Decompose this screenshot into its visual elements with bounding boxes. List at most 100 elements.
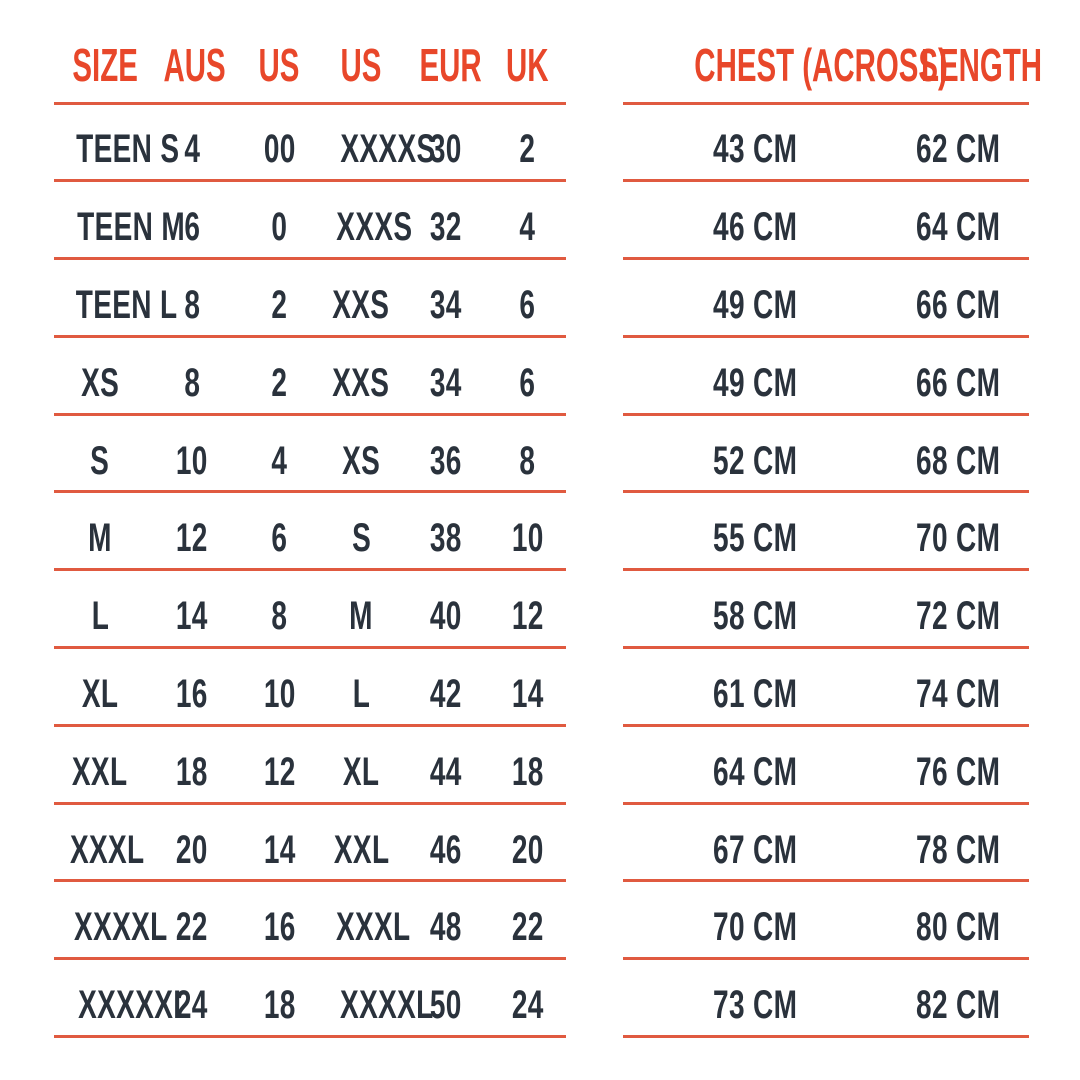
cell-text: 2 <box>519 127 536 172</box>
cell-us-numeric: 4 <box>238 414 321 494</box>
table-row: XXL 18 12 XL 44 18 <box>54 725 566 805</box>
cell-us-alpha: L <box>320 647 403 727</box>
cell-us-numeric: 6 <box>238 491 321 572</box>
cell-us-numeric: 00 <box>238 103 321 183</box>
cell-text: 72 CM <box>915 594 1001 639</box>
cell-text: XXXXL <box>74 905 168 950</box>
cell-size: XXXL <box>54 803 147 883</box>
cell-chest: 46 CM <box>623 180 887 261</box>
cell-eur: 36 <box>402 414 490 494</box>
cell-size: XS <box>54 336 147 416</box>
cell-text: 46 <box>429 827 462 872</box>
cell-text: XXS <box>332 360 390 405</box>
header-text: SIZE <box>72 38 138 91</box>
cell-text: 52 CM <box>712 438 798 483</box>
cell-text: 70 CM <box>712 905 798 950</box>
cell-aus: 10 <box>146 414 239 494</box>
cell-text: 64 CM <box>712 749 798 794</box>
measure-table-body: 43 CM 62 CM 46 CM 64 CM 49 CM 66 CM 49 C… <box>623 103 1029 1039</box>
cell-us-alpha: XXXL <box>320 880 410 961</box>
cell-text: 22 <box>176 905 209 950</box>
header-text: LENGTH <box>920 38 1042 91</box>
col-header-length: LENGTH <box>886 0 1042 105</box>
table-row: 64 CM 76 CM <box>623 725 1029 805</box>
cell-text: 43 CM <box>712 127 798 172</box>
header-text: CHEST (ACROSS) <box>694 38 948 91</box>
cell-size: TEEN S <box>54 103 179 183</box>
cell-uk: 10 <box>489 491 566 572</box>
cell-eur: 46 <box>402 803 490 883</box>
cell-text: 62 CM <box>915 127 1001 172</box>
cell-text: 55 CM <box>712 516 798 561</box>
cell-chest: 58 CM <box>623 569 887 650</box>
cell-us-numeric: 10 <box>238 647 321 727</box>
cell-chest: 49 CM <box>623 336 887 416</box>
cell-uk: 24 <box>489 958 566 1039</box>
cell-us-alpha: XXXS <box>320 180 412 261</box>
cell-eur: 50 <box>402 958 490 1039</box>
cell-text: 50 <box>429 983 462 1028</box>
cell-text: 10 <box>511 516 544 561</box>
cell-us-alpha: XXS <box>320 258 403 338</box>
cell-text: 46 CM <box>712 205 798 250</box>
cell-uk: 12 <box>489 569 566 650</box>
cell-aus: 24 <box>146 958 239 1039</box>
cell-us-numeric: 2 <box>238 336 321 416</box>
cell-uk: 14 <box>489 647 566 727</box>
cell-text: 6 <box>519 360 536 405</box>
cell-text: 44 <box>429 749 462 794</box>
cell-text: XL <box>342 749 380 794</box>
cell-chest: 64 CM <box>623 725 887 805</box>
cell-text: 24 <box>176 983 209 1028</box>
cell-text: 66 CM <box>915 282 1001 327</box>
cell-text: 00 <box>263 127 296 172</box>
cell-text: 12 <box>263 749 296 794</box>
table-row: XL 16 10 L 42 14 <box>54 647 566 727</box>
cell-text: 0 <box>271 205 288 250</box>
size-conversion-table: SIZE AUS US US EUR UK TEEN S 4 00 XXXXS … <box>54 0 566 1039</box>
cell-text: TEEN L <box>75 282 178 327</box>
cell-text: 12 <box>511 594 544 639</box>
table-row: 67 CM 78 CM <box>623 803 1029 883</box>
cell-aus: 4 <box>146 103 239 183</box>
cell-text: 18 <box>176 749 209 794</box>
cell-us-numeric: 16 <box>238 880 321 961</box>
cell-text: 58 CM <box>712 594 798 639</box>
header-text: EUR <box>419 38 482 91</box>
cell-us-numeric: 18 <box>238 958 321 1039</box>
table-row: TEEN L 8 2 XXS 34 6 <box>54 258 566 338</box>
garment-measurements-table: CHEST (ACROSS) LENGTH 43 CM 62 CM 46 CM … <box>623 0 1042 1039</box>
size-conversion-table-grid: SIZE AUS US US EUR UK TEEN S 4 00 XXXXS … <box>54 0 566 1039</box>
cell-text: 18 <box>511 749 544 794</box>
cell-length: 64 CM <box>886 180 1029 261</box>
size-table-header: SIZE AUS US US EUR UK <box>54 0 566 105</box>
table-row: XXXL 20 14 XXL 46 20 <box>54 803 566 883</box>
table-row: M 12 6 S 38 10 <box>54 491 566 572</box>
cell-aus: 22 <box>146 880 239 961</box>
cell-text: 49 CM <box>712 360 798 405</box>
cell-text: XS <box>81 360 120 405</box>
cell-size: S <box>54 414 147 494</box>
cell-text: 4 <box>519 205 536 250</box>
table-row: 49 CM 66 CM <box>623 336 1029 416</box>
cell-eur: 38 <box>402 491 490 572</box>
cell-text: 80 CM <box>915 905 1001 950</box>
cell-text: 18 <box>263 983 296 1028</box>
cell-text: 14 <box>263 827 296 872</box>
cell-text: XS <box>342 438 381 483</box>
cell-text: 20 <box>511 827 544 872</box>
table-row: 55 CM 70 CM <box>623 491 1029 572</box>
cell-text: 6 <box>184 205 201 250</box>
table-row: TEEN S 4 00 XXXXS 30 2 <box>54 103 566 183</box>
cell-size: XL <box>54 647 147 727</box>
cell-text: 34 <box>429 360 462 405</box>
cell-length: 72 CM <box>886 569 1029 650</box>
cell-size: L <box>54 569 147 650</box>
cell-text: 70 CM <box>915 516 1001 561</box>
cell-text: 48 <box>429 905 462 950</box>
cell-eur: 44 <box>402 725 490 805</box>
cell-text: M <box>349 594 374 639</box>
cell-text: M <box>88 516 112 561</box>
cell-text: XXXXXL <box>78 983 191 1028</box>
